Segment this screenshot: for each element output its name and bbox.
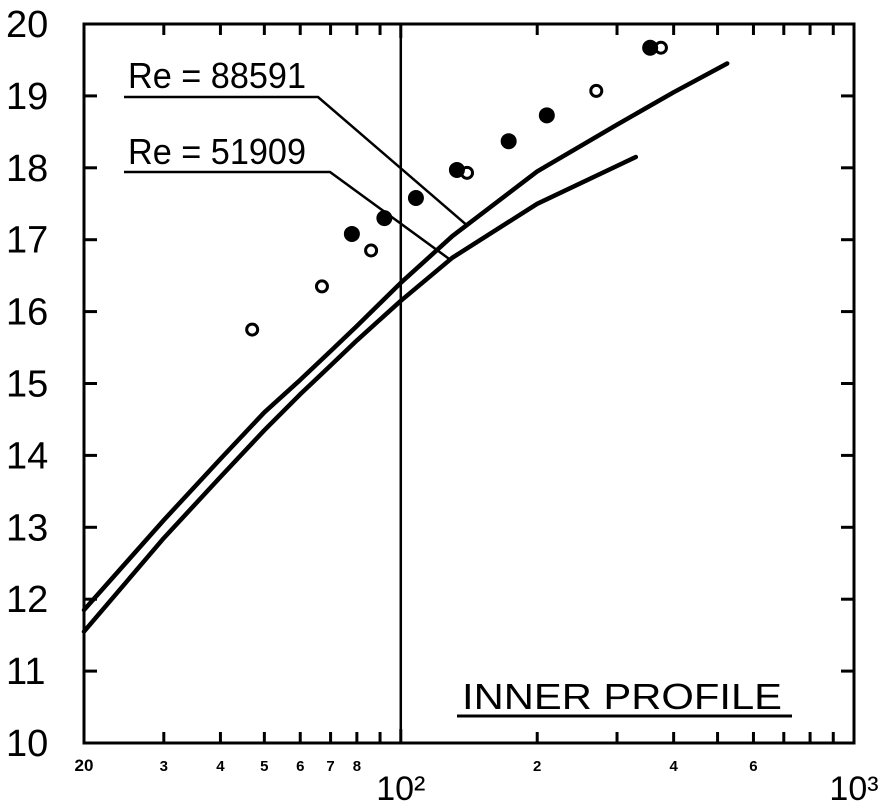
y-tick-label-8: 18 — [6, 148, 48, 190]
y-tick-label-5: 15 — [6, 364, 48, 406]
filled-point-4 — [500, 133, 517, 150]
x-tick-label-2: 4 — [216, 758, 225, 775]
x-tick-label-5: 7 — [326, 758, 334, 775]
y-tick-label-7: 17 — [6, 220, 48, 262]
x-tick-label-3: 5 — [260, 758, 268, 775]
series-lines — [81, 61, 730, 634]
y-tick-label-6: 16 — [6, 292, 48, 334]
y-tick-label-3: 13 — [6, 507, 48, 549]
x-tick-label-11: 4 — [669, 758, 678, 775]
x-tick-label-8: 10² — [376, 770, 425, 808]
axis-tick-labels: 20 3 4 5 6 7 8 10² 2 4 6 10³ 10 11 12 13 14 15 16 17 18 19 20 — [6, 4, 879, 808]
filled-point-5 — [538, 107, 555, 124]
x-tick-label-0: 20 — [75, 756, 94, 775]
open-point-4 — [589, 83, 604, 98]
series-label-1: Re = 51909 — [128, 131, 306, 172]
series-label-leader-1 — [124, 170, 451, 261]
annotation-inner-profile: INNER PROFILE — [462, 676, 782, 717]
y-tick-label-9: 19 — [6, 76, 48, 118]
open-point-0 — [245, 322, 260, 337]
axis-ticks — [82, 22, 856, 745]
x-tick-label-1: 3 — [160, 758, 168, 775]
series-points — [245, 39, 668, 337]
filled-point-2 — [407, 189, 424, 206]
series-labels: Re = 88591 Re = 51909 — [124, 55, 468, 261]
y-tick-label-4: 14 — [6, 435, 48, 477]
series-line-1 — [81, 154, 639, 634]
x-tick-label-13: 6 — [749, 758, 757, 775]
filled-point-0 — [343, 225, 360, 242]
y-tick-label-1: 11 — [6, 651, 45, 693]
annotation-group: INNER PROFILE — [457, 676, 792, 718]
x-tick-label-6: 8 — [353, 758, 361, 775]
series-label-0: Re = 88591 — [128, 55, 306, 96]
filled-point-6 — [642, 39, 659, 56]
series-line-0 — [81, 61, 730, 613]
filled-point-3 — [448, 161, 465, 178]
series-label-leader-0 — [124, 95, 468, 227]
y-tick-label-10: 20 — [6, 4, 48, 46]
y-tick-label-2: 12 — [6, 579, 48, 621]
open-point-2 — [364, 243, 379, 258]
y-tick-label-0: 10 — [6, 723, 48, 765]
x-tick-label-17: 10³ — [829, 770, 878, 808]
x-tick-label-4: 6 — [296, 758, 304, 775]
x-tick-label-9: 2 — [533, 758, 541, 775]
open-point-1 — [314, 279, 329, 294]
